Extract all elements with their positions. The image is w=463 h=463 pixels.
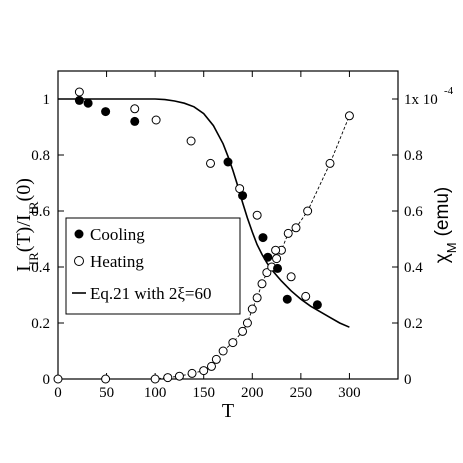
x-tick-label: 0: [54, 385, 62, 401]
y-right-exponent: -4: [444, 85, 454, 97]
heating-point: [130, 104, 140, 114]
susceptibility-point: [163, 373, 173, 383]
heating-point: [74, 87, 84, 97]
y-left-tick-label: 0.8: [31, 148, 50, 164]
y-right-axis-ticks: 0 0.2 0.4 0.6 0.8 1x 10 -4: [392, 85, 454, 388]
susceptibility-point: [291, 223, 301, 233]
cooling-point: [223, 157, 233, 167]
heating-point: [252, 210, 262, 220]
x-axis-ticks: 0 50 100 150 200 250 300: [54, 71, 361, 401]
y-left-axis-ticks: 0 0.2 0.4 0.6 0.8 1: [31, 92, 64, 388]
susceptibility-point: [199, 366, 209, 376]
legend-label-cooling: Cooling: [90, 225, 145, 244]
susceptibility-point: [325, 158, 335, 168]
x-axis-title: T: [222, 400, 234, 422]
cooling-point: [130, 116, 140, 126]
cooling-point: [74, 95, 84, 105]
y-right-tick-label: 0.6: [404, 204, 423, 220]
susceptibility-point: [187, 368, 197, 378]
x-tick-label: 100: [144, 385, 167, 401]
plot-frame: [57, 70, 399, 380]
heating-point: [206, 158, 216, 168]
y-left-tick-label: 1: [43, 92, 51, 108]
heating-point: [186, 136, 196, 146]
cooling-point: [273, 263, 283, 273]
legend: Cooling Heating Eq.21 with 2ξ=60: [65, 217, 241, 315]
susceptibility-point: [262, 268, 272, 278]
susceptibility-point: [206, 361, 216, 371]
susceptibility-point: [218, 346, 228, 356]
susceptibility-point: [174, 371, 184, 381]
heating-point: [286, 272, 296, 282]
susceptibility-point: [257, 279, 267, 289]
y-left-axis-title: IIR(T)/IIR(0): [13, 178, 41, 272]
legend-marker-heating: [74, 256, 84, 266]
susceptibility-point: [283, 228, 293, 238]
susceptibility-point: [101, 374, 111, 384]
cooling-point: [258, 233, 268, 243]
susceptibility-point: [252, 293, 262, 303]
cooling-point: [282, 294, 292, 304]
legend-label-heating: Heating: [90, 252, 144, 271]
susceptibility-point: [238, 326, 248, 336]
x-tick-label: 200: [241, 385, 264, 401]
susceptibility-point: [150, 374, 160, 384]
cooling-point: [101, 107, 111, 117]
y-left-tick-label: 0: [43, 372, 51, 388]
y-right-axis-title: χM(emu): [432, 187, 459, 263]
x-tick-label: 150: [192, 385, 215, 401]
heating-point: [301, 291, 311, 301]
susceptibility-point: [344, 111, 354, 121]
heating-point: [271, 245, 281, 255]
cooling-point: [238, 191, 248, 201]
y-right-tick-label: 0: [404, 372, 412, 388]
susceptibility-point: [53, 374, 63, 384]
y-left-tick-label: 0.4: [31, 260, 50, 276]
susceptibility-point: [242, 318, 252, 328]
y-right-tick-label: 0.4: [404, 260, 423, 276]
susceptibility-point: [211, 354, 221, 364]
cooling-point: [263, 252, 273, 262]
legend-box: [65, 217, 241, 315]
series-layer: [53, 87, 354, 384]
legend-label-eq21: Eq.21 with 2ξ=60: [90, 284, 212, 303]
y-left-tick-label: 0.6: [31, 204, 50, 220]
susceptibility-point: [228, 338, 238, 348]
susceptibility-point: [303, 206, 313, 216]
y-right-tick-label: 1x 10: [404, 92, 438, 108]
legend-marker-cooling: [74, 229, 84, 239]
cooling-point: [312, 300, 322, 310]
eq21-curve: [58, 98, 350, 328]
x-tick-label: 50: [99, 385, 114, 401]
cooling-point: [83, 98, 93, 108]
y-left-tick-label: 0.2: [31, 316, 50, 332]
x-tick-label: 300: [338, 385, 361, 401]
y-right-tick-label: 0.8: [404, 148, 423, 164]
heating-point: [151, 115, 161, 125]
x-tick-label: 250: [290, 385, 313, 401]
y-right-tick-label: 0.2: [404, 316, 423, 332]
susceptibility-point: [247, 304, 257, 314]
susceptibility-point: [272, 254, 282, 264]
